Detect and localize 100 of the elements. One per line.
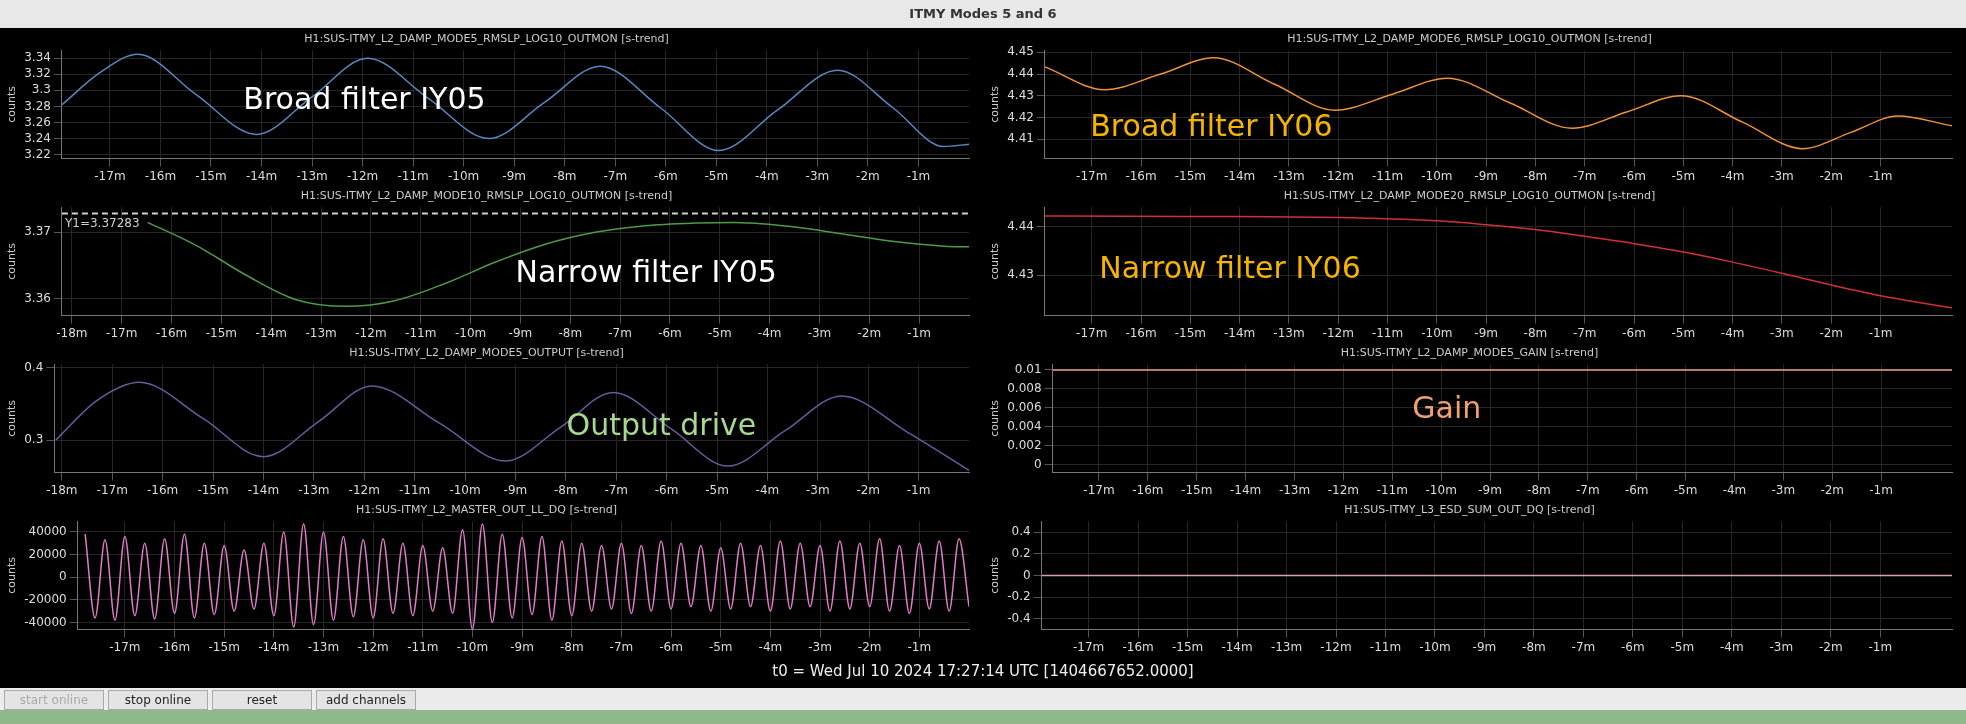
x-tick-label: -8m	[1523, 168, 1548, 183]
x-tick-label: -16m	[155, 325, 188, 340]
y-tick-label: 3.22	[24, 146, 51, 161]
x-tick-label: -15m	[1181, 482, 1213, 497]
x-tick-label: -4m	[1720, 325, 1745, 340]
x-tick-label: -1m	[1868, 168, 1893, 183]
y-tick-label: 3.32	[24, 66, 51, 81]
y-tick-label: 20000	[28, 546, 67, 561]
x-tick-label: -17m	[109, 639, 141, 654]
x-tick-label: -4m	[1720, 639, 1744, 654]
x-tick-label: -5m	[1670, 639, 1695, 654]
chart-title: H1:SUS-ITMY_L2_DAMP_MODE6_RMSLP_LOG10_OUTMON [s-trend]	[1287, 32, 1652, 46]
x-tick-label: -5m	[707, 325, 732, 340]
x-tick-label: -5m	[708, 639, 733, 654]
x-tick-label: -14m	[245, 168, 278, 183]
y-tick-label: 0.2	[1011, 545, 1031, 560]
x-tick-label: -9m	[510, 639, 534, 654]
x-tick-label: -10m	[449, 482, 481, 497]
x-tick-label: -7m	[604, 482, 629, 497]
text: ITMY Modes 5 and 6	[0, 0, 1966, 28]
x-tick-label: -17m	[96, 482, 128, 497]
x-tick-label: -8m	[552, 168, 577, 183]
x-tick-label: -13m	[298, 482, 330, 497]
x-tick-label: -14m	[255, 325, 287, 340]
y-tick-label: 4.45	[1007, 44, 1034, 59]
y-tick-label: 4.44	[1007, 66, 1034, 81]
x-tick-label: -4m	[1722, 482, 1747, 497]
annotation: Narrow filter IY05	[515, 254, 777, 290]
x-tick-label: -6m	[659, 639, 683, 654]
x-tick-label: -4m	[1720, 168, 1745, 183]
x-tick-label: -13m	[1273, 325, 1305, 340]
x-tick-label: -7m	[609, 639, 634, 654]
x-tick-label: -10m	[454, 325, 487, 340]
x-tick-label: -12m	[1322, 168, 1354, 183]
y-tick-label: -40000	[24, 614, 67, 629]
y-tick-label: 4.44	[1007, 218, 1034, 233]
x-tick-label: -16m	[144, 168, 177, 183]
chart-title: H1:SUS-ITMY_L2_DAMP_MODE5_GAIN [s-trend]	[1340, 346, 1599, 360]
y-tick-label: 0	[59, 569, 67, 584]
y-tick-label: 3.37	[24, 224, 51, 239]
y-tick-label: 0.006	[1007, 400, 1042, 415]
x-tick-label: -15m	[1174, 168, 1206, 183]
y-axis-title: counts	[988, 556, 1002, 594]
y-tick-label: 0.004	[1007, 419, 1042, 434]
x-tick-label: -2m	[857, 639, 882, 654]
x-tick-label: -1m	[906, 168, 931, 183]
x-tick-label: -7m	[608, 325, 632, 340]
x-tick-label: -1m	[1868, 639, 1893, 654]
x-tick-label: -2m	[1820, 482, 1845, 497]
x-tick-label: -13m	[1270, 639, 1303, 654]
x-tick-label: -9m	[502, 168, 527, 183]
x-tick-label: -7m	[1571, 639, 1596, 654]
y-axis-title: counts	[988, 85, 1002, 123]
y-tick-label: -0.4	[1007, 610, 1031, 625]
x-tick-label: -10m	[1419, 639, 1451, 654]
x-tick-label: -8m	[1527, 482, 1551, 497]
line-series	[1044, 57, 1952, 150]
y-tick-label: -0.2	[1007, 589, 1031, 604]
x-tick-label: -11m	[1376, 482, 1408, 497]
x-tick-label: -10m	[1421, 325, 1453, 340]
chart-title: H1:SUS-ITMY_L2_DAMP_MODE5_OUTPUT [s-trend]	[349, 346, 624, 360]
x-tick-label: -6m	[1622, 168, 1646, 183]
x-tick-label: -3m	[807, 325, 832, 340]
x-tick-label: -2m	[1819, 168, 1844, 183]
x-tick-label: -6m	[1624, 482, 1649, 497]
x-tick-label: -11m	[397, 168, 429, 183]
y-tick-label: 0.008	[1007, 381, 1042, 396]
x-tick-label: -8m	[553, 482, 578, 497]
x-tick-label: -16m	[1122, 639, 1154, 654]
x-tick-label: -15m	[205, 325, 238, 340]
x-tick-label: -16m	[146, 482, 179, 497]
x-tick-label: -3m	[1769, 639, 1794, 654]
x-tick-label: -6m	[654, 482, 679, 497]
x-tick-label: -15m	[195, 168, 227, 183]
y-axis-title: counts	[988, 242, 1002, 280]
x-tick-label: -12m	[1322, 325, 1354, 340]
chart-title: H1:SUS-ITMY_L3_ESD_SUM_OUT_DQ [s-trend]	[1344, 503, 1595, 517]
y-tick-label: 3.36	[24, 290, 51, 305]
y-tick-label: 0.3	[24, 432, 44, 447]
x-tick-label: -1m	[907, 325, 931, 340]
y-tick-label: 3.28	[24, 98, 51, 113]
y-axis-title: counts	[5, 242, 19, 280]
x-tick-label: -2m	[857, 325, 882, 340]
x-tick-label: -3m	[1770, 168, 1794, 183]
x-tick-label: -1m	[1868, 325, 1893, 340]
y-axis-title: counts	[5, 399, 19, 437]
y-tick-label: 40000	[28, 524, 67, 539]
x-tick-label: -4m	[755, 482, 780, 497]
x-tick-label: -17m	[1072, 639, 1105, 654]
y-tick-label: 3.24	[24, 130, 51, 145]
x-tick-label: -14m	[1224, 168, 1256, 183]
x-tick-label: -9m	[1478, 482, 1502, 497]
x-tick-label: -9m	[1472, 639, 1497, 654]
x-tick-label: -9m	[508, 325, 533, 340]
x-tick-label: -17m	[106, 325, 138, 340]
x-tick-label: -14m	[1229, 482, 1262, 497]
y-tick-label: 0.4	[1011, 524, 1031, 539]
x-tick-label: -10m	[1421, 168, 1453, 183]
y-tick-label: 3.3	[31, 82, 51, 97]
text: start online	[4, 690, 104, 710]
